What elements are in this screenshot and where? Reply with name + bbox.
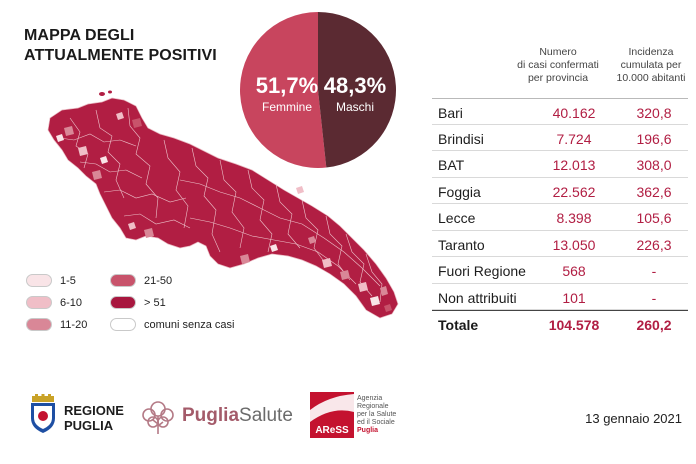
map-region-shape bbox=[47, 90, 399, 319]
male-percentage: 48,3% bbox=[323, 73, 387, 98]
table-row: Non attribuiti 101 - bbox=[432, 284, 688, 310]
incidence-value: 362,6 bbox=[636, 183, 672, 200]
legend-swatch bbox=[26, 296, 52, 309]
table-row: Fuori Regione 568 - bbox=[432, 257, 688, 284]
aress-line: Puglia bbox=[357, 427, 379, 434]
column-header-incidence: Incidenza cumulata per 10.000 abitanti bbox=[606, 46, 696, 85]
cases-value: 13.050 bbox=[552, 236, 596, 253]
aress-logo-wordmark: AReSS bbox=[315, 425, 349, 436]
legend-label: comuni senza casi bbox=[144, 318, 235, 331]
province-name: Lecce bbox=[438, 210, 476, 226]
legend-item: 1-5 bbox=[26, 274, 76, 287]
legend-label: 21-50 bbox=[144, 274, 173, 287]
legend-swatch bbox=[110, 274, 136, 287]
province-name: BAT bbox=[438, 157, 465, 173]
puglia-word: Puglia bbox=[182, 405, 240, 426]
incidence-value: - bbox=[651, 289, 657, 306]
puglia-map bbox=[47, 90, 399, 319]
regione-line-2: PUGLIA bbox=[64, 418, 114, 433]
incidence-value: 105,6 bbox=[636, 210, 672, 226]
legend-swatch bbox=[110, 318, 136, 331]
regione-line-1: REGIONE bbox=[64, 403, 124, 418]
legend-item: > 51 bbox=[110, 296, 166, 309]
column-header-line: cumulata per bbox=[620, 59, 682, 71]
table-row: Taranto 13.050 226,3 bbox=[432, 231, 688, 257]
pie-slice-male bbox=[318, 12, 396, 168]
legend-label: 11-20 bbox=[60, 318, 88, 331]
legend-item: comuni senza casi bbox=[110, 318, 235, 331]
province-name: Brindisi bbox=[438, 130, 484, 147]
province-name: Foggia bbox=[438, 183, 481, 200]
pie-slice-female bbox=[240, 12, 327, 168]
aress-line: Regionale bbox=[357, 403, 389, 410]
female-label: 51,7% Femmine bbox=[252, 73, 322, 115]
legend-swatch bbox=[110, 296, 136, 309]
column-header-line: di casi confermati bbox=[517, 59, 599, 71]
report-date: 13 gennaio 2021 bbox=[585, 411, 682, 426]
aress-logo-text: Agenzia Regionale per la Salute ed il So… bbox=[357, 395, 427, 435]
table-row: Brindisi 7.724 196,6 bbox=[432, 125, 688, 151]
legend-swatch bbox=[26, 318, 52, 331]
table-row: Lecce 8.398 105,6 bbox=[432, 204, 688, 231]
cases-value: 40.162 bbox=[552, 105, 596, 121]
page-title: MAPPA DEGLI ATTUALMENTE POSITIVI bbox=[24, 26, 217, 66]
table-row: Foggia 22.562 362,6 bbox=[432, 178, 688, 204]
title-line-2: ATTUALMENTE POSITIVI bbox=[24, 47, 217, 64]
cases-value: 22.562 bbox=[552, 183, 596, 200]
regione-puglia-logo-text: REGIONE PUGLIA bbox=[64, 403, 124, 433]
incidence-value: 226,3 bbox=[636, 236, 672, 253]
table-row: BAT 12.013 308,0 bbox=[432, 151, 688, 178]
cases-value: 7.724 bbox=[556, 130, 592, 147]
cases-value: 8.398 bbox=[556, 210, 592, 226]
male-label: 48,3% Maschi bbox=[320, 73, 390, 115]
male-text: Maschi bbox=[335, 100, 374, 114]
puglia-salute-logo-text: PugliaSalute bbox=[182, 405, 293, 427]
aress-line: per la Salute bbox=[357, 411, 397, 418]
legend-item: 11-20 bbox=[26, 318, 87, 331]
legend-swatch bbox=[26, 274, 52, 287]
puglia-salute-tree-icon bbox=[142, 401, 174, 434]
footer: REGIONE PUGLIA PugliaSalute AReSS Agenzi… bbox=[0, 384, 696, 444]
aress-logo-icon: AReSS bbox=[310, 392, 354, 438]
total-incidence-value: 260,2 bbox=[636, 317, 672, 333]
aress-line: Agenzia bbox=[357, 395, 383, 402]
total-cases-value: 104.578 bbox=[548, 317, 600, 333]
column-header-cases: Numero di casi confermati per provincia bbox=[508, 46, 608, 85]
salute-word: Salute bbox=[239, 405, 293, 426]
cases-value: 12.013 bbox=[552, 157, 596, 173]
total-label: Totale bbox=[438, 317, 479, 333]
incidence-value: 308,0 bbox=[636, 157, 672, 173]
regione-puglia-crest-icon bbox=[31, 394, 55, 433]
table-total-row: Totale 104.578 260,2 bbox=[432, 310, 688, 337]
incidence-value: 320,8 bbox=[636, 105, 672, 121]
legend-item: 6-10 bbox=[26, 296, 82, 309]
province-table: Bari 40.162 320,8 Brindisi 7.724 196,6 B… bbox=[432, 98, 688, 337]
aress-line: ed il Sociale bbox=[357, 419, 395, 426]
table-row: Bari 40.162 320,8 bbox=[432, 98, 688, 125]
column-header-line: Numero bbox=[539, 46, 577, 58]
column-header-line: 10.000 abitanti bbox=[616, 72, 686, 84]
gender-pie-chart bbox=[240, 12, 396, 168]
incidence-value: 196,6 bbox=[636, 130, 672, 147]
province-name: Fuori Regione bbox=[438, 263, 526, 279]
province-name: Taranto bbox=[438, 236, 485, 253]
legend-item: 21-50 bbox=[110, 274, 172, 287]
title-line-1: MAPPA DEGLI bbox=[24, 27, 135, 44]
column-header-line: Incidenza bbox=[628, 46, 674, 58]
legend-label: 6-10 bbox=[60, 296, 83, 309]
female-text: Femmine bbox=[261, 100, 312, 114]
province-name: Non attribuiti bbox=[438, 289, 517, 306]
incidence-value: - bbox=[651, 263, 657, 279]
legend-label: > 51 bbox=[144, 296, 166, 309]
cases-value: 568 bbox=[562, 263, 586, 279]
cases-value: 101 bbox=[562, 289, 586, 306]
column-header-line: per provincia bbox=[527, 72, 589, 84]
legend-label: 1-5 bbox=[60, 274, 76, 287]
province-name: Bari bbox=[438, 105, 463, 121]
female-percentage: 51,7% bbox=[255, 73, 319, 98]
